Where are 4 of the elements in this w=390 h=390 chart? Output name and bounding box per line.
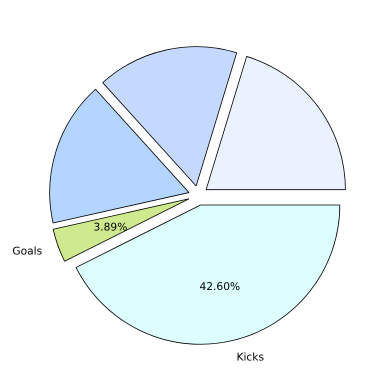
data-label: 42.60% [199, 280, 240, 293]
slice-label: Goals [12, 244, 43, 258]
slice-label: Kicks [236, 350, 264, 364]
data-label: 3.89% [93, 220, 128, 234]
